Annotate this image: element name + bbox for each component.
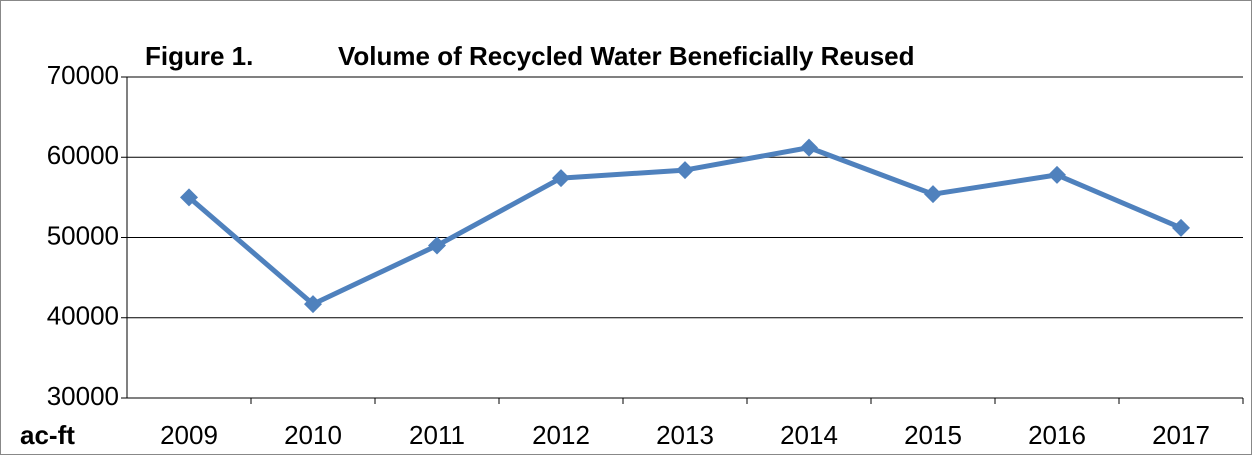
y-tick-label: 50000 <box>47 220 119 250</box>
marker <box>1172 218 1190 237</box>
marker <box>552 169 570 188</box>
marker <box>800 138 818 157</box>
x-tick-label: 2010 <box>284 420 342 450</box>
x-tick-label: 2015 <box>904 420 962 450</box>
x-tick-label: 2017 <box>1152 420 1210 450</box>
y-tick-label: 70000 <box>47 60 119 90</box>
y-tick-label: 60000 <box>47 140 119 170</box>
y-axis-label: ac-ft <box>20 420 75 450</box>
x-tick-label: 2011 <box>409 420 465 450</box>
x-tick-label: 2009 <box>160 420 218 450</box>
x-tick-label: 2013 <box>656 420 714 450</box>
y-tick-label: 30000 <box>47 381 119 411</box>
marker <box>676 161 694 180</box>
x-tick-label: 2014 <box>780 420 838 450</box>
marker <box>304 295 322 314</box>
marker <box>428 236 446 255</box>
figure-label: Figure 1. <box>145 41 253 71</box>
x-tick-label: 2012 <box>532 420 590 450</box>
chart-title: Volume of Recycled Water Beneficially Re… <box>338 41 915 71</box>
marker <box>1048 165 1066 184</box>
marker <box>924 185 942 204</box>
marker <box>180 188 198 207</box>
y-tick-label: 40000 <box>47 301 119 331</box>
x-tick-label: 2016 <box>1028 420 1086 450</box>
